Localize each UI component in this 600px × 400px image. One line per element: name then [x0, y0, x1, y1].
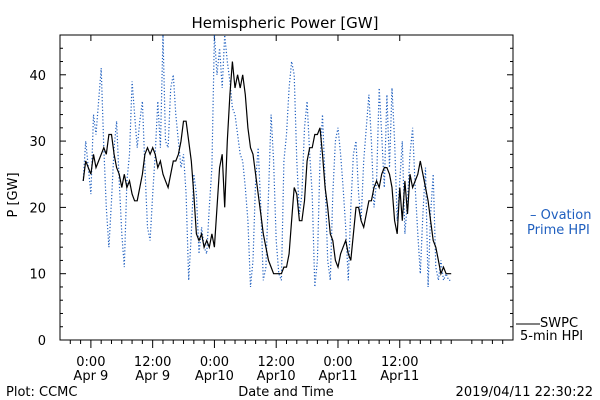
x-tick-label-date: Apr 9 [73, 369, 108, 384]
x-axis-label: Date and Time [238, 385, 334, 400]
series-layer [82, 34, 452, 288]
x-tick-label-date: Apr 9 [135, 369, 170, 384]
x-tick-label-date: Apr11 [318, 369, 357, 384]
chart-title: Hemispheric Power [GW] [192, 14, 379, 32]
timestamp: 2019/04/11 22:30:22 [456, 385, 593, 400]
x-tick-label-time: 0:00 [76, 355, 105, 370]
x-tick-label-time: 0:00 [323, 355, 352, 370]
y-tick-label: 10 [29, 268, 46, 283]
x-tick-label-date: Apr11 [380, 369, 419, 384]
legend-ovation-label-line2: Prime HPI [527, 223, 590, 238]
y-tick-label: 20 [29, 201, 46, 216]
legend-ovation-label-line1: – Ovation [530, 208, 591, 223]
x-tick-label-time: 0:00 [200, 355, 229, 370]
legend-swpc-label-line2: 5-min HPI [520, 329, 583, 344]
series-line-swpc [82, 61, 452, 276]
series-line-ovation-prime [82, 34, 452, 288]
x-tick-label-date: Apr10 [257, 369, 296, 384]
y-tick-label: 40 [29, 69, 46, 84]
y-tick-label: 30 [29, 135, 46, 150]
x-tick-label-time: 12:00 [257, 355, 294, 370]
x-tick-label-time: 12:00 [381, 355, 418, 370]
y-axis-label: P [GW] [6, 172, 21, 217]
y-axis: 0 10 20 30 40 [29, 47, 513, 349]
x-tick-label-date: Apr10 [195, 369, 234, 384]
legend-swpc-label-line1: SWPC [540, 316, 578, 331]
x-tick-label-time: 12:00 [134, 355, 171, 370]
y-tick-label: 0 [38, 334, 46, 349]
plot-frame [59, 34, 514, 341]
plot-credit: Plot: CCMC [6, 385, 77, 400]
